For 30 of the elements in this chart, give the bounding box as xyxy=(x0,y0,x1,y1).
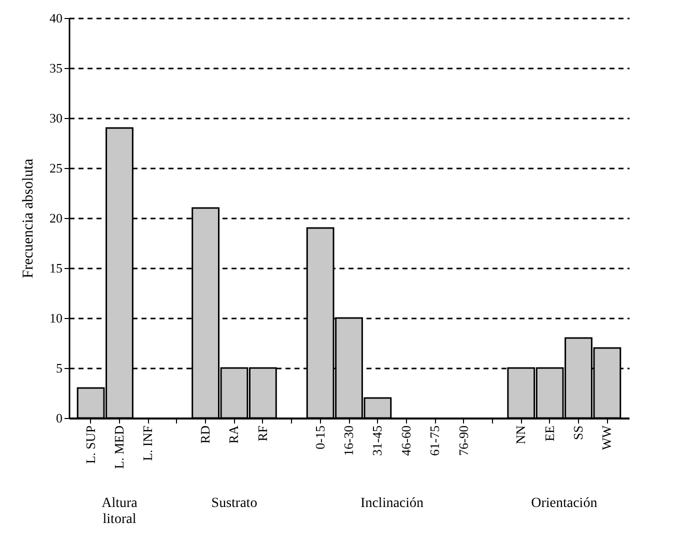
y-tick-label: 30 xyxy=(50,110,62,126)
y-tick-label: 15 xyxy=(50,260,62,276)
x-tick-label: EE xyxy=(542,425,557,442)
x-tick-label: L. INF xyxy=(140,426,156,461)
x-tick-label: 0-15 xyxy=(312,426,328,450)
y-tick-label: 25 xyxy=(50,160,62,176)
x-tick-label: 16-30 xyxy=(341,426,356,456)
y-tick-label: 35 xyxy=(50,60,62,76)
x-tick-label: 31-45 xyxy=(370,426,385,456)
text: Sustrato xyxy=(211,496,258,511)
text: Orientación xyxy=(531,496,598,511)
x-tick-label: 76-90 xyxy=(456,426,471,456)
y-tick-label: 40 xyxy=(50,10,62,26)
y-tick-label: 5 xyxy=(56,360,62,376)
y-tick-label: 0 xyxy=(56,410,62,426)
x-tick-label: L. MED xyxy=(111,426,126,469)
text: Altura litoral xyxy=(102,496,138,527)
y-tick-label: 10 xyxy=(50,310,62,326)
x-tick-label: RA xyxy=(226,424,242,444)
x-tick-label: RD xyxy=(198,426,213,444)
y-tick-label: 20 xyxy=(50,210,62,226)
x-tick-label: RF xyxy=(254,426,270,442)
text: Inclinación xyxy=(360,496,424,511)
x-tick-label: SS xyxy=(570,426,586,440)
x-tick-label: NN xyxy=(513,424,528,444)
x-tick-label: L. SUP xyxy=(82,426,98,464)
x-tick-label: WW xyxy=(599,424,614,450)
x-tick-label: 46-60 xyxy=(398,426,414,456)
x-tick-label: 61-75 xyxy=(427,426,442,456)
y-axis-title: Frecuencia absoluta xyxy=(20,158,36,278)
